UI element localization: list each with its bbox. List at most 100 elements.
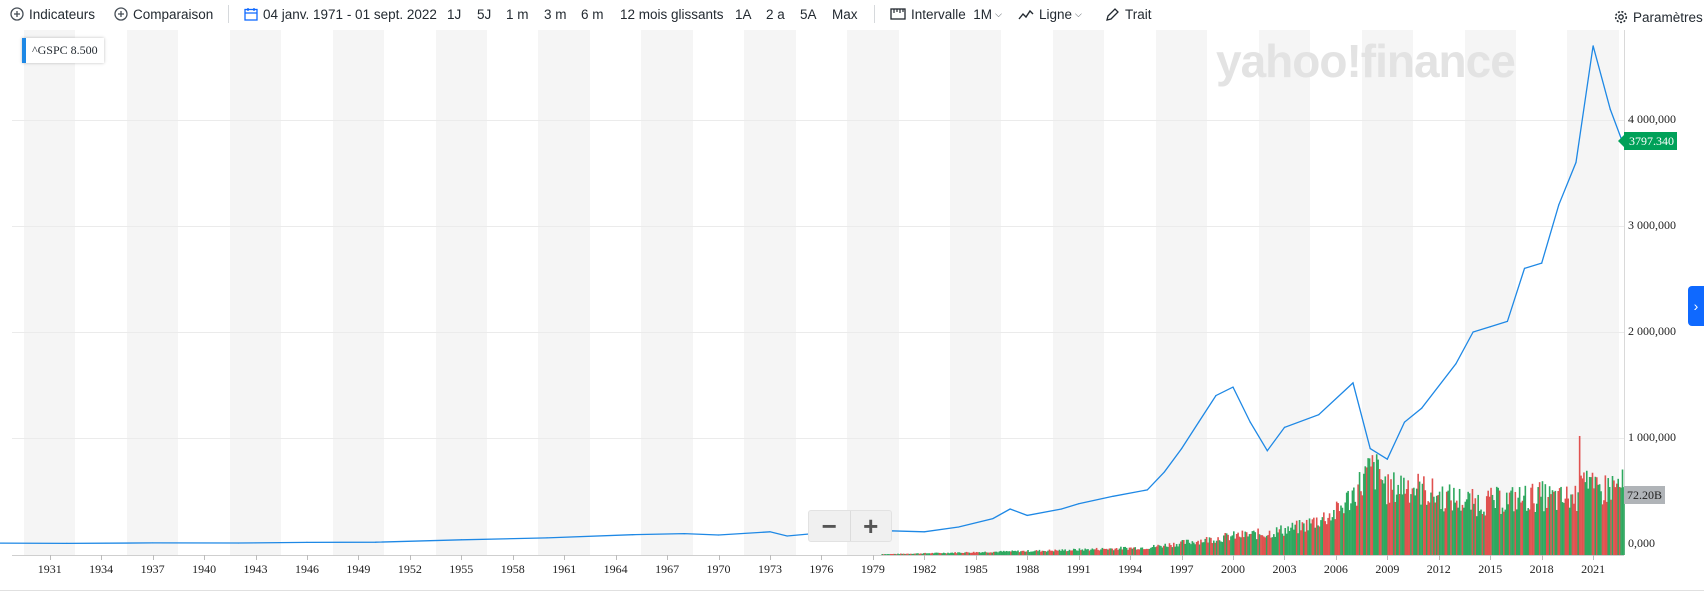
date-range-button[interactable]: 04 janv. 1971 - 01 sept. 2022 <box>244 4 437 24</box>
volume-bar <box>898 554 901 555</box>
volume-bar <box>888 554 891 555</box>
x-tick-label: 1934 <box>89 562 114 576</box>
volume-bar <box>1345 492 1348 555</box>
volume-bar <box>1280 525 1282 555</box>
volume-bar <box>927 553 929 555</box>
x-tick <box>1027 555 1029 560</box>
volume-bar <box>1027 550 1029 555</box>
range-6m[interactable]: 6 m <box>581 6 604 22</box>
volume-bar <box>1310 523 1312 555</box>
volume-bar <box>975 551 978 555</box>
volume-bar <box>1041 550 1044 555</box>
range-1d[interactable]: 1J <box>447 6 462 22</box>
comparison-button[interactable]: Comparaison <box>114 4 213 24</box>
year-band <box>1464 30 1516 555</box>
volume-bar <box>982 552 985 555</box>
zoom-out-button[interactable]: − <box>809 511 851 541</box>
x-tick-label: 1985 <box>963 562 988 576</box>
chart-area[interactable] <box>12 30 1624 555</box>
volume-bar <box>1118 548 1121 555</box>
range-5y[interactable]: 5A <box>800 6 817 22</box>
volume-bar <box>1141 547 1144 555</box>
volume-bar <box>998 551 1001 555</box>
volume-bar <box>1550 494 1552 555</box>
x-tick-label: 1940 <box>192 562 217 576</box>
volume-bar <box>1533 503 1535 555</box>
volume-bar <box>1395 494 1398 555</box>
volume-bar <box>1608 486 1611 555</box>
x-tick <box>358 555 360 560</box>
volume-bar <box>978 552 981 555</box>
volume-bar <box>1317 525 1319 555</box>
volume-bar <box>990 552 992 555</box>
data-point <box>992 517 994 520</box>
volume-bar <box>925 553 928 555</box>
draw-button[interactable]: Trait <box>1105 4 1152 24</box>
volume-bar <box>1441 486 1444 555</box>
volume-bar <box>1313 517 1315 555</box>
volume-bar <box>1018 552 1021 555</box>
volume-bar <box>1407 480 1409 555</box>
data-point <box>1472 331 1474 333</box>
volume-bar <box>1324 521 1327 555</box>
year-band <box>126 30 179 555</box>
volume-bar <box>1597 484 1600 555</box>
x-tick-label: 2006 <box>1323 562 1348 576</box>
volume-bar <box>1145 548 1148 555</box>
volume-bar <box>1210 537 1212 555</box>
pencil-icon <box>1106 7 1119 21</box>
data-point <box>1541 262 1543 264</box>
range-1m[interactable]: 1 m <box>506 6 529 22</box>
volume-bar <box>1011 550 1014 555</box>
x-tick-label: 2021 <box>1581 562 1606 576</box>
range-max[interactable]: Max <box>832 6 858 22</box>
volume-bar <box>910 553 912 555</box>
volume-bar <box>1615 483 1618 555</box>
volume-bar <box>1192 542 1195 555</box>
range-5d[interactable]: 5J <box>477 6 492 22</box>
volume-bar <box>1238 536 1241 555</box>
volume-bar <box>1340 505 1342 555</box>
range-12m-rolling[interactable]: 12 mois glissants <box>620 6 724 22</box>
range-1y[interactable]: 1A <box>735 6 752 22</box>
range-3m[interactable]: 3 m <box>544 6 567 22</box>
volume-bar <box>1304 531 1307 555</box>
volume-bar <box>1075 550 1078 555</box>
expand-panel-button[interactable]: › <box>1688 286 1704 326</box>
volume-bar <box>1377 459 1379 555</box>
volume-bar <box>1504 509 1507 555</box>
volume-bar <box>1344 502 1347 555</box>
range-2y[interactable]: 2 a <box>766 6 785 22</box>
volume-bar <box>1160 545 1162 555</box>
volume-bar <box>1414 495 1417 555</box>
volume-bar <box>1214 542 1217 555</box>
x-tick <box>1438 555 1440 560</box>
chevron-down-icon: ⌵ <box>995 8 1002 19</box>
x-tick <box>667 555 669 560</box>
line-type-label: Ligne <box>1039 6 1073 22</box>
line-type-dropdown[interactable]: Ligne ⌵ <box>1018 4 1082 24</box>
interval-dropdown[interactable]: Intervalle 1M ⌵ <box>890 4 1002 24</box>
x-tick-label: 1988 <box>1015 562 1040 576</box>
volume-bar <box>1368 458 1371 555</box>
volume-bar <box>984 551 986 555</box>
volume-bar <box>1283 535 1285 555</box>
zoom-in-button[interactable]: + <box>863 510 879 541</box>
volume-bar <box>891 554 894 555</box>
volume-bar <box>1357 484 1359 555</box>
volume-bar <box>1403 477 1405 555</box>
volume-bar <box>1343 513 1345 555</box>
indicators-button[interactable]: Indicateurs <box>10 4 95 24</box>
volume-bar <box>1583 472 1585 555</box>
volume-bar <box>1114 548 1116 555</box>
volume-bar <box>1267 534 1269 555</box>
volume-bar <box>1174 546 1177 555</box>
series-legend[interactable]: ^GSPC 8.500 <box>22 38 104 63</box>
volume-bar <box>1557 491 1560 555</box>
volume-bar <box>1137 549 1139 555</box>
volume-bar <box>1553 491 1555 555</box>
settings-button[interactable]: Paramètres <box>1614 7 1703 27</box>
volume-bar <box>1015 551 1018 555</box>
volume-bar <box>1294 524 1297 555</box>
data-point <box>786 535 788 537</box>
